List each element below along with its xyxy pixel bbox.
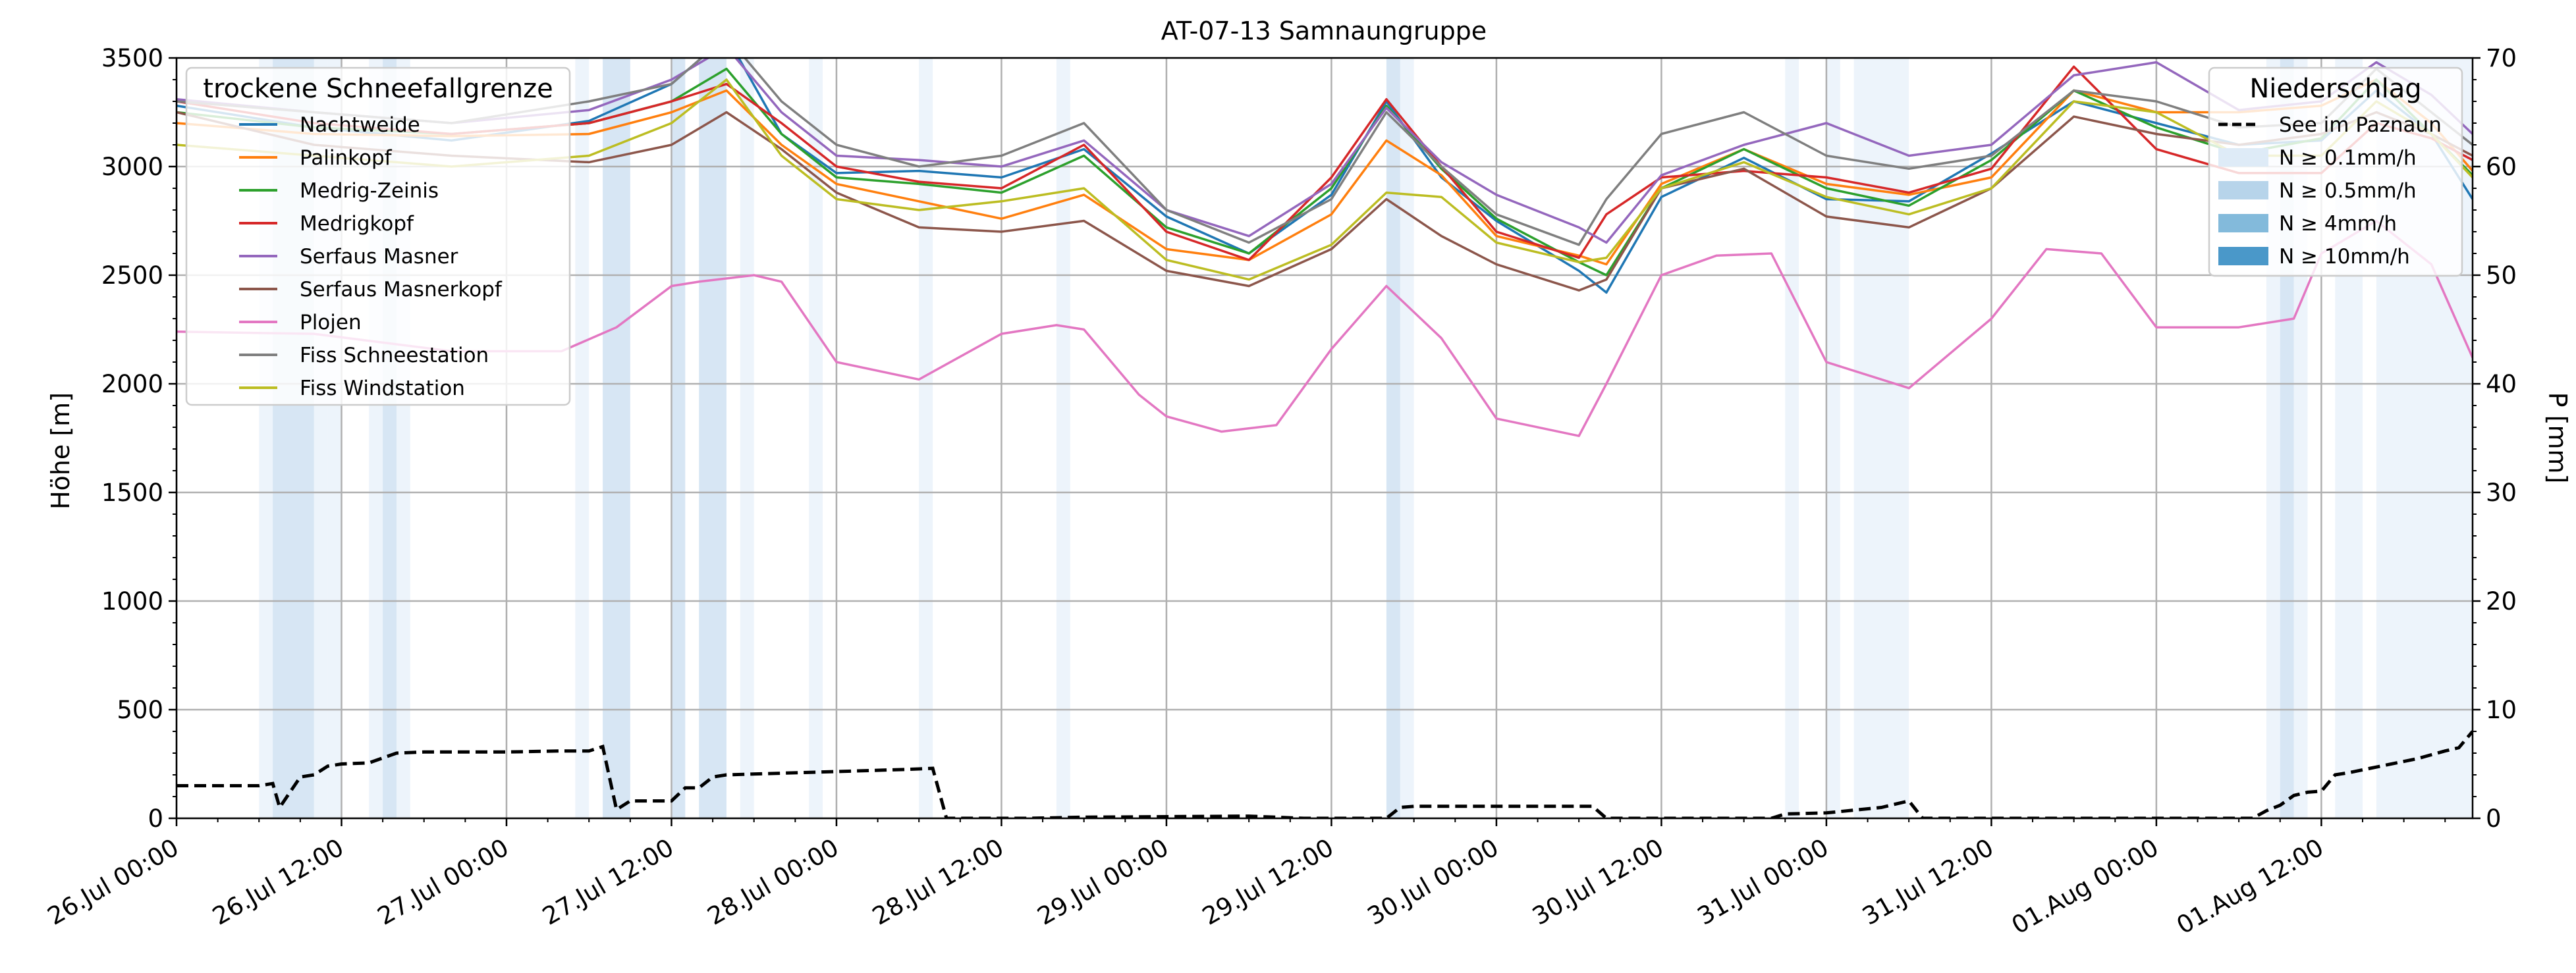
y2-tick-label-5: 50 (2486, 261, 2517, 290)
legend-precip-swatch-4 (2218, 247, 2268, 265)
legend-snow-label-5: Serfaus Masnerkopf (300, 278, 503, 302)
legend-precip-label-3: N ≥ 4mm/h (2279, 212, 2397, 236)
precip-band-12 (809, 58, 823, 818)
y2-tick-label-7: 70 (2486, 44, 2517, 72)
legend-snow-label-7: Fiss Schneestation (300, 344, 489, 367)
series-line-7 (177, 58, 2473, 246)
legend-precip-swatch-1 (2218, 148, 2268, 167)
legend-snow-label-6: Plojen (300, 311, 362, 334)
y-tick-label-1: 500 (117, 696, 163, 724)
legend-snow-box (185, 66, 571, 406)
series-line-0 (177, 58, 2473, 294)
y-tick-label-5: 2500 (101, 261, 163, 290)
legend-snow-label-1: Palinkopf (300, 146, 393, 170)
series-line-8 (177, 78, 2473, 281)
precip-band-11 (740, 58, 754, 818)
y-tick-label-4: 2000 (101, 370, 163, 398)
legend-precip-swatch-2 (2218, 181, 2268, 199)
y-axis-label: Höhe [m] (46, 392, 75, 510)
legend-snow-label-4: Serfaus Masner (300, 245, 458, 269)
y2-tick-label-6: 60 (2486, 153, 2517, 181)
precip-band-14 (1056, 58, 1070, 818)
legend-precipitation: Niederschlag See im Paznaun N ≥ 0.1mm/h N ≥… (2208, 66, 2463, 277)
series-line-2 (177, 67, 2473, 276)
series-line-6 (177, 219, 2473, 437)
legend-snow-label-8: Fiss Windstation (300, 377, 465, 400)
y-tick-label-7: 3500 (101, 44, 163, 72)
legend-precip-title: Niederschlag (2249, 74, 2421, 104)
legend-snow-label-0: Nachtweide (300, 113, 420, 137)
y-tick-label-3: 1500 (101, 479, 163, 507)
chart-title: AT-07-13 Samnaungruppe (1161, 16, 1487, 45)
y2-axis-label: P [mm] (2543, 392, 2572, 484)
series-lines (177, 58, 2473, 437)
precip-band-19 (1853, 58, 1909, 818)
plot-frame (175, 57, 2474, 820)
y-tick-label-0: 0 (148, 804, 163, 833)
y2-tick-label-3: 30 (2486, 479, 2517, 507)
series-line-4 (177, 58, 2473, 244)
legend-precip-box (2208, 66, 2463, 277)
legend-snowfall-limit: trockene Schneefallgrenze Nachtweide Palin… (185, 66, 571, 406)
precip-band-17 (1785, 58, 1799, 818)
legend-snow-label-2: Medrig-Zeinis (300, 179, 439, 203)
legend-precip-swatch-3 (2218, 214, 2268, 232)
precip-band-18 (1826, 58, 1840, 818)
legend-snow-title: trockene Schneefallgrenze (203, 74, 553, 104)
precip-band-15 (1386, 58, 1400, 818)
precip-band-13 (919, 58, 933, 818)
precip-band-8 (603, 58, 630, 818)
legend-precip-label-4: N ≥ 10mm/h (2279, 245, 2410, 269)
y2-tick-label-0: 0 (2486, 804, 2502, 833)
precip-band-16 (1400, 58, 1414, 818)
legend-precip-label-2: N ≥ 0.5mm/h (2279, 179, 2417, 203)
legend-precip-label-0: See im Paznaun (2279, 113, 2442, 137)
series-line-5 (177, 111, 2473, 292)
y-tick-label-2: 1000 (101, 587, 163, 616)
y2-tick-label-2: 20 (2486, 587, 2517, 616)
precip-band-10 (699, 58, 726, 818)
legend-precip-label-1: N ≥ 0.1mm/h (2279, 146, 2417, 170)
y2-tick-label-4: 40 (2486, 370, 2517, 398)
precip-band-7 (575, 58, 589, 818)
y-tick-label-6: 3000 (101, 153, 163, 181)
y2-tick-label-1: 10 (2486, 696, 2517, 724)
legend-snow-label-3: Medrigkopf (300, 212, 414, 236)
precip-band-9 (671, 58, 686, 818)
